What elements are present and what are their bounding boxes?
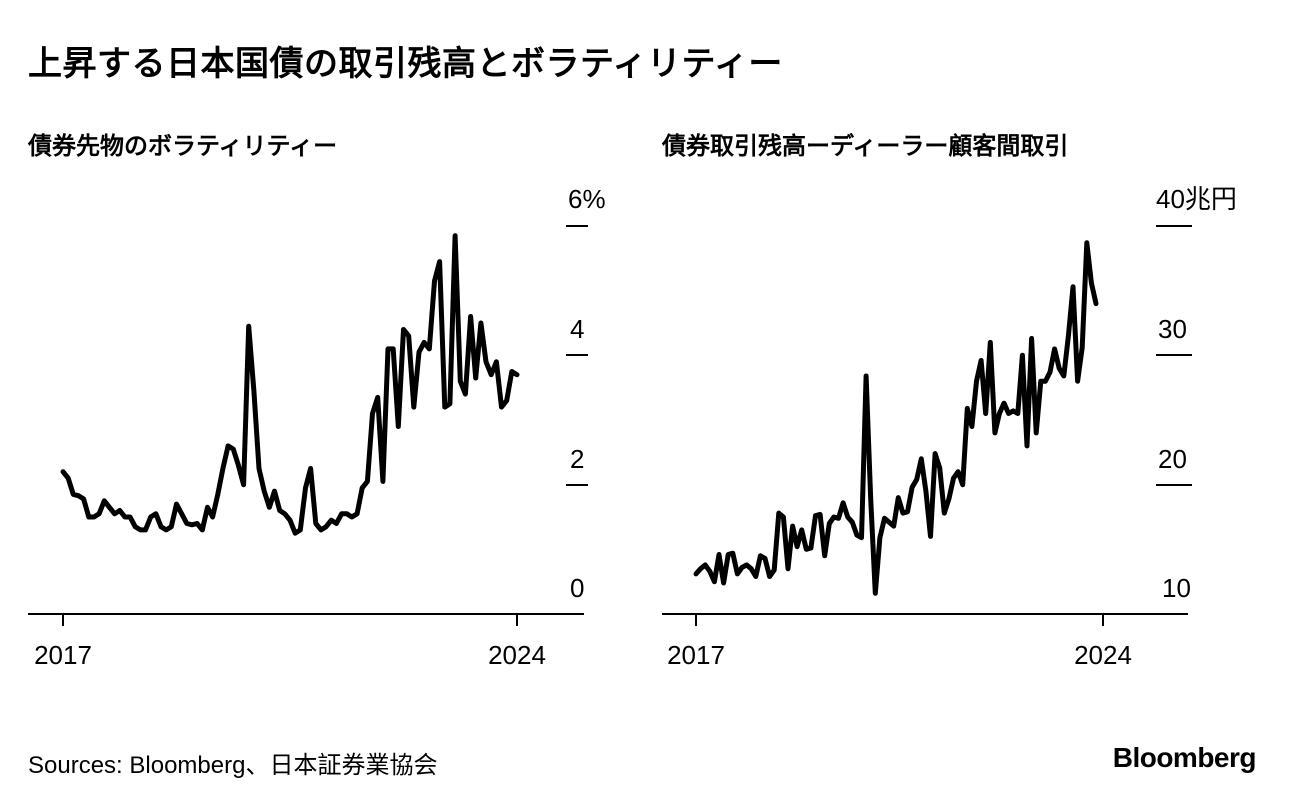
chart-volatility-y-label-2: 2 (570, 444, 584, 474)
chart-volatility-y-label-6: 6% (568, 184, 606, 214)
chart-volatility-x-label-2017: 2017 (34, 640, 92, 670)
chart-volatility: 2017 2024 6% 4 2 0 (28, 184, 606, 670)
bloomberg-logo: Bloomberg (1112, 742, 1257, 773)
chart-trading-y-label-30: 30 (1158, 314, 1187, 344)
source-note: Sources: Bloomberg、日本証券業協会 (28, 752, 438, 779)
chart-trading-x-label-2024: 2024 (1074, 640, 1132, 670)
chart-trading-balance: 2017 2024 40兆円 30 20 10 (662, 184, 1237, 670)
chart-trading-x-label-2017: 2017 (667, 640, 725, 670)
chart-title-volatility: 債券先物のボラティリティー (28, 132, 338, 160)
chart-trading-y-label-10: 10 (1162, 573, 1191, 603)
chart-volatility-y-label-4: 4 (570, 314, 584, 344)
chart-volatility-y-label-0: 0 (570, 573, 584, 603)
chart-title-trading-balance: 債券取引残高ーディーラー顧客間取引 (662, 132, 1069, 160)
chart-volatility-x-label-2024: 2024 (488, 640, 546, 670)
chart-trading-line (693, 240, 1099, 596)
page-title: 上昇する日本国債の取引残高とボラティリティー (28, 44, 783, 84)
chart-trading-y-label-20: 20 (1158, 444, 1187, 474)
chart-trading-y-label-40: 40兆円 (1156, 184, 1237, 214)
chart-volatility-line (60, 233, 520, 536)
